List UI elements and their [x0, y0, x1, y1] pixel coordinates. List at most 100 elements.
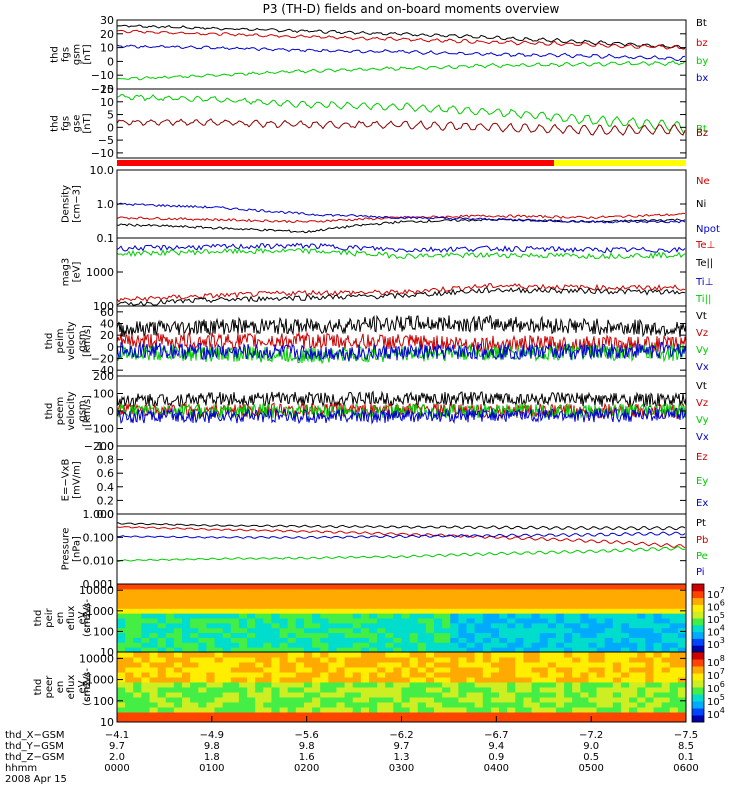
spectrogram-cell — [523, 618, 533, 624]
spectrogram-cell — [580, 667, 589, 673]
spectrogram-cell — [377, 687, 386, 693]
spectrogram-cell — [661, 584, 671, 590]
spectrogram-cell — [214, 712, 224, 718]
spectrogram-cell — [125, 657, 134, 663]
spectrogram-cell — [588, 632, 598, 638]
spectrogram-cell — [133, 692, 142, 698]
spectrogram-cell — [669, 657, 679, 663]
spectrogram-cell — [580, 692, 589, 698]
spectrogram-cell — [474, 618, 484, 624]
spectrogram-cell — [385, 608, 394, 614]
spectrogram-cell — [141, 637, 151, 643]
spectrogram-cell — [279, 622, 289, 629]
spectrogram-cell — [547, 687, 557, 693]
spectrogram-cell — [117, 707, 126, 713]
spectrogram-cell — [637, 697, 646, 703]
spectrogram-cell — [515, 672, 524, 678]
spectrogram-cell — [442, 627, 451, 634]
series-line-pressure-Pb — [116, 526, 686, 549]
spectrogram-cell — [458, 657, 468, 663]
spectrogram-cell — [117, 687, 126, 693]
spectrogram-cell — [572, 667, 581, 673]
spectrogram-cell — [604, 687, 614, 693]
spectrogram-cell — [620, 627, 630, 634]
spectrogram-cell — [474, 603, 484, 609]
spectrogram-cell — [125, 598, 134, 604]
spectrogram-cell — [669, 608, 679, 614]
spectrogram-cell — [490, 637, 500, 643]
spectrogram-cell — [214, 707, 224, 713]
spectrogram-cell — [385, 687, 394, 693]
spectrogram-cell — [149, 662, 159, 668]
spectrogram-cell — [328, 672, 337, 678]
spectrogram-cell — [434, 712, 443, 718]
spectrogram-cell — [222, 687, 232, 693]
spectrogram-cell — [149, 667, 159, 673]
spectrogram-cell — [604, 692, 614, 698]
legend-label-by: by — [696, 56, 708, 67]
spectrogram-cell — [141, 687, 151, 693]
spectrogram-cell — [572, 677, 581, 683]
spectrogram-cell — [482, 697, 492, 703]
spectrogram-cell — [303, 584, 313, 590]
spectrogram-cell — [515, 627, 524, 634]
spectrogram-cell — [401, 702, 411, 708]
spectrogram-cell — [507, 717, 516, 723]
spectrogram-cell — [507, 632, 516, 638]
spectrogram-cell — [279, 717, 289, 723]
spectrogram-cell — [393, 642, 402, 648]
spectrogram-cell — [385, 677, 394, 683]
spectrogram-cell — [360, 593, 370, 600]
spectrogram-cell — [482, 593, 492, 600]
spectrogram-cell — [279, 672, 289, 678]
spectrogram-cell — [580, 598, 589, 604]
spectrogram-cell — [490, 692, 500, 698]
spectrogram-cell — [645, 613, 654, 619]
spectrogram-cell — [596, 662, 606, 668]
spectrogram-cell — [523, 702, 533, 708]
spectrogram-cell — [149, 702, 159, 708]
spectrogram-cell — [677, 702, 687, 708]
spectrogram-cell — [295, 647, 305, 653]
spectrogram-cell — [117, 682, 126, 688]
spectrogram-cell — [165, 687, 175, 693]
y-axis-label: [nPa] — [72, 536, 83, 562]
spectrogram-cell — [263, 618, 272, 624]
spectrogram-cell — [588, 707, 598, 713]
spectrogram-cell — [206, 632, 216, 638]
spectrogram-cell — [295, 588, 305, 595]
spectrogram-cell — [637, 598, 646, 604]
spectrogram-cell — [539, 637, 549, 643]
spectrogram-cell — [149, 712, 159, 718]
spectrogram-cell — [490, 682, 500, 688]
y-tick-label: 0.001 — [83, 578, 115, 591]
spectrogram-cell — [637, 618, 646, 624]
spectrogram-cell — [661, 647, 671, 653]
spectrogram-cell — [564, 642, 573, 648]
spectrogram-cell — [637, 588, 646, 595]
spectrogram-cell — [596, 632, 606, 638]
spectrogram-cell — [572, 682, 581, 688]
spectrogram-cell — [344, 672, 354, 678]
spectrogram-cell — [271, 702, 281, 708]
spectrogram-cell — [450, 717, 459, 723]
spectrogram-cell — [247, 692, 256, 698]
spectrogram-cell — [393, 603, 402, 609]
spectrogram-cell — [645, 712, 654, 718]
spectrogram-cell — [271, 603, 281, 609]
spectrogram-cell — [596, 647, 606, 653]
spectrogram-cell — [629, 712, 638, 718]
spectrogram-cell — [515, 618, 524, 624]
spectrogram-cell — [287, 702, 297, 708]
spectrogram-cell — [499, 662, 508, 668]
spectrogram-cell — [385, 692, 394, 698]
spectrogram-cell — [125, 707, 134, 713]
spectrogram-cell — [230, 672, 240, 678]
spectrogram-cell — [531, 647, 541, 653]
spectrogram-cell — [198, 712, 207, 718]
spectrogram-cell — [645, 692, 654, 698]
spectrogram-cell — [629, 593, 638, 600]
spectrogram-cell — [482, 608, 492, 614]
spectrogram-cell — [117, 598, 126, 604]
